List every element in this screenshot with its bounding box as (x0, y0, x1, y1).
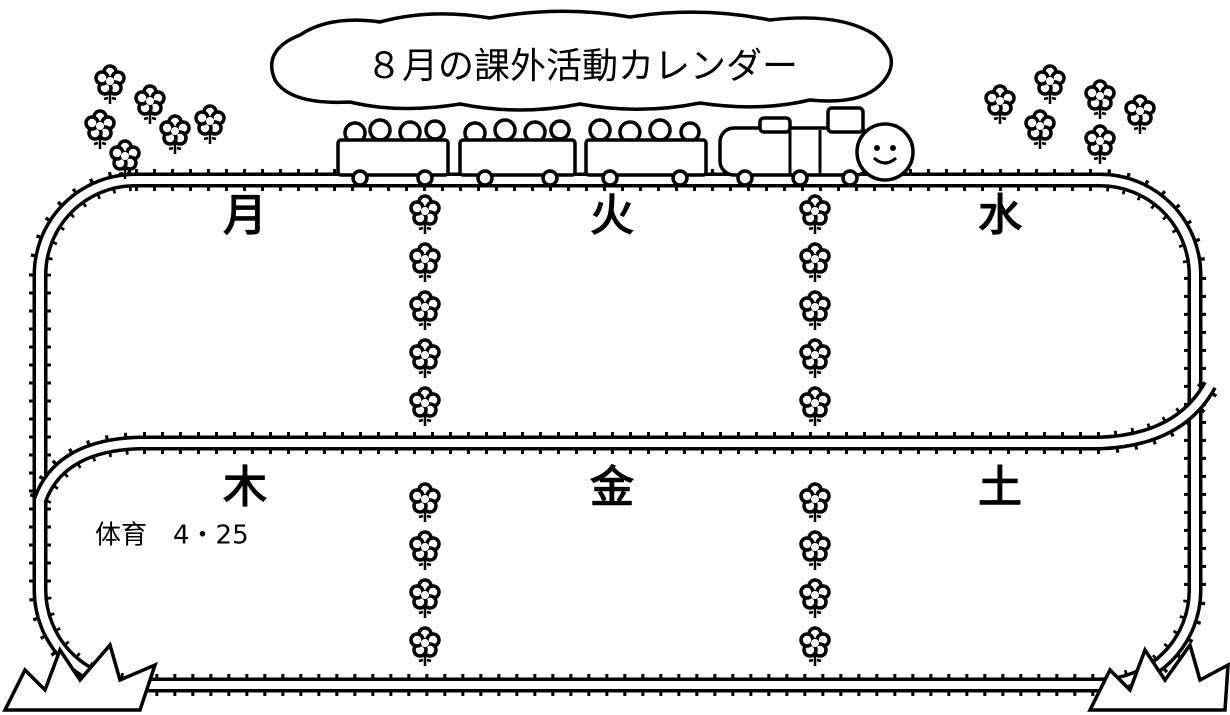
flower (409, 290, 441, 332)
flower (799, 290, 831, 332)
day-label: 火 (590, 190, 634, 241)
flower (409, 386, 441, 428)
flower (409, 626, 441, 668)
flower (409, 482, 441, 524)
flower (799, 626, 831, 668)
title-cloud (269, 9, 894, 112)
day-label: 水 (978, 190, 1023, 241)
flower (799, 578, 831, 620)
day-label: 木 (223, 462, 267, 513)
train (336, 106, 915, 187)
flower (799, 530, 831, 572)
flower (409, 242, 441, 284)
flower (409, 530, 441, 572)
flower (799, 194, 831, 236)
flower (409, 338, 441, 380)
flower (799, 386, 831, 428)
grass (2, 641, 1230, 712)
flower (799, 338, 831, 380)
flower (409, 194, 441, 236)
day-label: 月 (223, 190, 267, 241)
flower (799, 242, 831, 284)
title: ８月の課外活動カレンダー (366, 46, 798, 87)
day-label: 土 (978, 462, 1022, 513)
day-label: 金 (589, 462, 635, 513)
flower (409, 578, 441, 620)
activity-note: 体育 4・25 (95, 521, 249, 551)
flower (799, 482, 831, 524)
tracks (29, 169, 1220, 696)
flower-dividers (409, 194, 831, 668)
